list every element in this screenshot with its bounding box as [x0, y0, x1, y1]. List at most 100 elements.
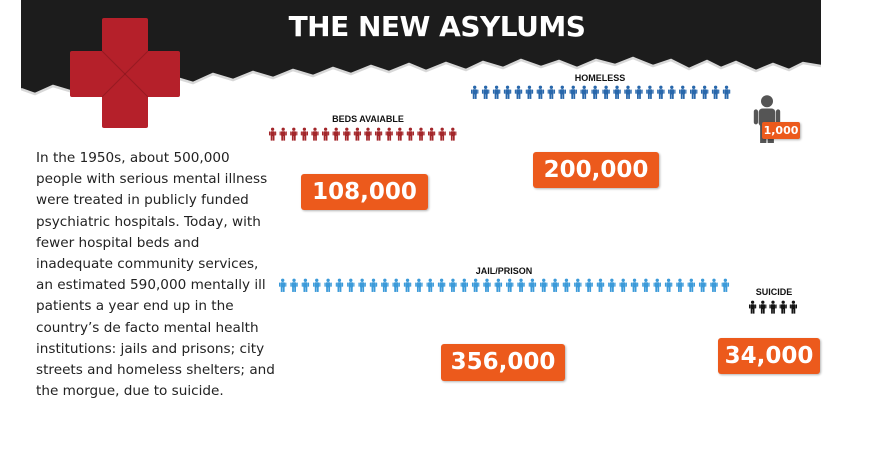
beds-person-icon [364, 127, 372, 141]
jail-person-icon [698, 278, 707, 292]
beds-label: BEDS AVAIABLE [332, 114, 404, 124]
jail-person-icon [483, 278, 491, 292]
jail-person-icon [653, 278, 661, 292]
jail-person-icon [630, 278, 639, 292]
jail-person-icon [494, 278, 503, 292]
beds-person-icon [427, 127, 436, 141]
homeless-person-icon [635, 85, 643, 99]
suicide-person-icon [748, 300, 757, 314]
beds-person-icon [321, 127, 330, 141]
jail-person-icon [574, 278, 582, 292]
jail-label: JAIL/PRISON [475, 266, 533, 276]
legend-person-icon [753, 95, 781, 143]
beds-person-icon [300, 127, 309, 141]
jail-person-icon [460, 278, 468, 292]
suicide-value-badge: 34,000 [718, 338, 820, 374]
beds-person-icon [417, 127, 425, 141]
jail-person-icon [290, 278, 298, 292]
homeless-person-icon [668, 85, 676, 99]
beds-person-icon [406, 127, 415, 141]
homeless-person-icon [711, 85, 720, 99]
homeless-person-icon [569, 85, 577, 99]
homeless-person-icon [536, 85, 545, 99]
jail-person-icon [528, 278, 537, 292]
jail-person-icon [392, 278, 400, 292]
homeless-person-icon [503, 85, 512, 99]
suicide-person-icon [779, 300, 787, 314]
jail-person-icon [664, 278, 673, 292]
jail-person-icon [608, 278, 616, 292]
jail-person-icon [619, 278, 627, 292]
jail-person-icon [517, 278, 525, 292]
jail-person-icon [562, 278, 571, 292]
beds-value-badge: 108,000 [301, 174, 428, 210]
homeless-person-icon [580, 85, 588, 99]
jail-person-icon [437, 278, 446, 292]
homeless-person-icon [558, 85, 566, 99]
jail-person-icon [369, 278, 378, 292]
jail-person-icon [347, 278, 355, 292]
jail-person-icon [676, 278, 684, 292]
homeless-person-icon [613, 85, 621, 99]
homeless-pictogram [471, 85, 731, 99]
homeless-person-icon [525, 85, 534, 99]
jail-person-icon [642, 278, 650, 292]
homeless-person-icon [492, 85, 501, 99]
jail-person-icon [313, 278, 321, 292]
jail-person-icon [449, 278, 457, 292]
jail-person-icon [471, 278, 480, 292]
homeless-person-icon [646, 85, 654, 99]
homeless-person-icon [471, 85, 479, 99]
beds-person-icon [353, 127, 362, 141]
homeless-person-icon [624, 85, 632, 99]
jail-person-icon [335, 278, 344, 292]
suicide-pictogram [748, 300, 798, 314]
beds-person-icon [311, 127, 319, 141]
beds-person-icon [268, 127, 277, 141]
beds-person-icon [374, 127, 383, 141]
suicide-label: SUICIDE [755, 287, 793, 297]
jail-person-icon [279, 278, 287, 292]
legend-unit-badge: 1,000 [762, 122, 800, 139]
jail-person-icon [415, 278, 423, 292]
jail-person-icon [358, 278, 366, 292]
beds-person-icon [343, 127, 351, 141]
jail-person-icon [426, 278, 434, 292]
beds-person-icon [332, 127, 340, 141]
homeless-person-icon [591, 85, 599, 99]
suicide-person-icon [759, 300, 767, 314]
beds-person-icon [438, 127, 446, 141]
jail-person-icon [687, 278, 695, 292]
homeless-person-icon [514, 85, 523, 99]
jail-person-icon [540, 278, 548, 292]
jail-person-icon [301, 278, 310, 292]
beds-pictogram [268, 127, 457, 141]
red-cross-icon [70, 18, 180, 128]
jail-person-icon [381, 278, 389, 292]
homeless-person-icon [679, 85, 687, 99]
beds-person-icon [396, 127, 404, 141]
homeless-person-icon [602, 85, 610, 99]
suicide-person-icon [769, 300, 777, 314]
page-title: THE NEW ASYLUMS [288, 10, 586, 43]
homeless-person-icon [657, 85, 665, 99]
beds-person-icon [290, 127, 298, 141]
jail-person-icon [596, 278, 605, 292]
jail-person-icon [721, 278, 730, 292]
homeless-value-badge: 200,000 [533, 152, 659, 188]
jail-person-icon [506, 278, 514, 292]
beds-person-icon [279, 127, 287, 141]
jail-person-icon [403, 278, 412, 292]
homeless-person-icon [700, 85, 709, 99]
beds-person-icon [449, 127, 457, 141]
jail-pictogram [279, 278, 730, 292]
homeless-person-icon [690, 85, 698, 99]
homeless-person-icon [722, 85, 731, 99]
red-cross-shape [70, 18, 180, 128]
jail-person-icon [324, 278, 332, 292]
homeless-label: HOMELESS [574, 73, 626, 83]
beds-person-icon [385, 127, 393, 141]
jail-person-icon [585, 278, 593, 292]
homeless-person-icon [481, 85, 490, 99]
suicide-person-icon [789, 300, 798, 314]
